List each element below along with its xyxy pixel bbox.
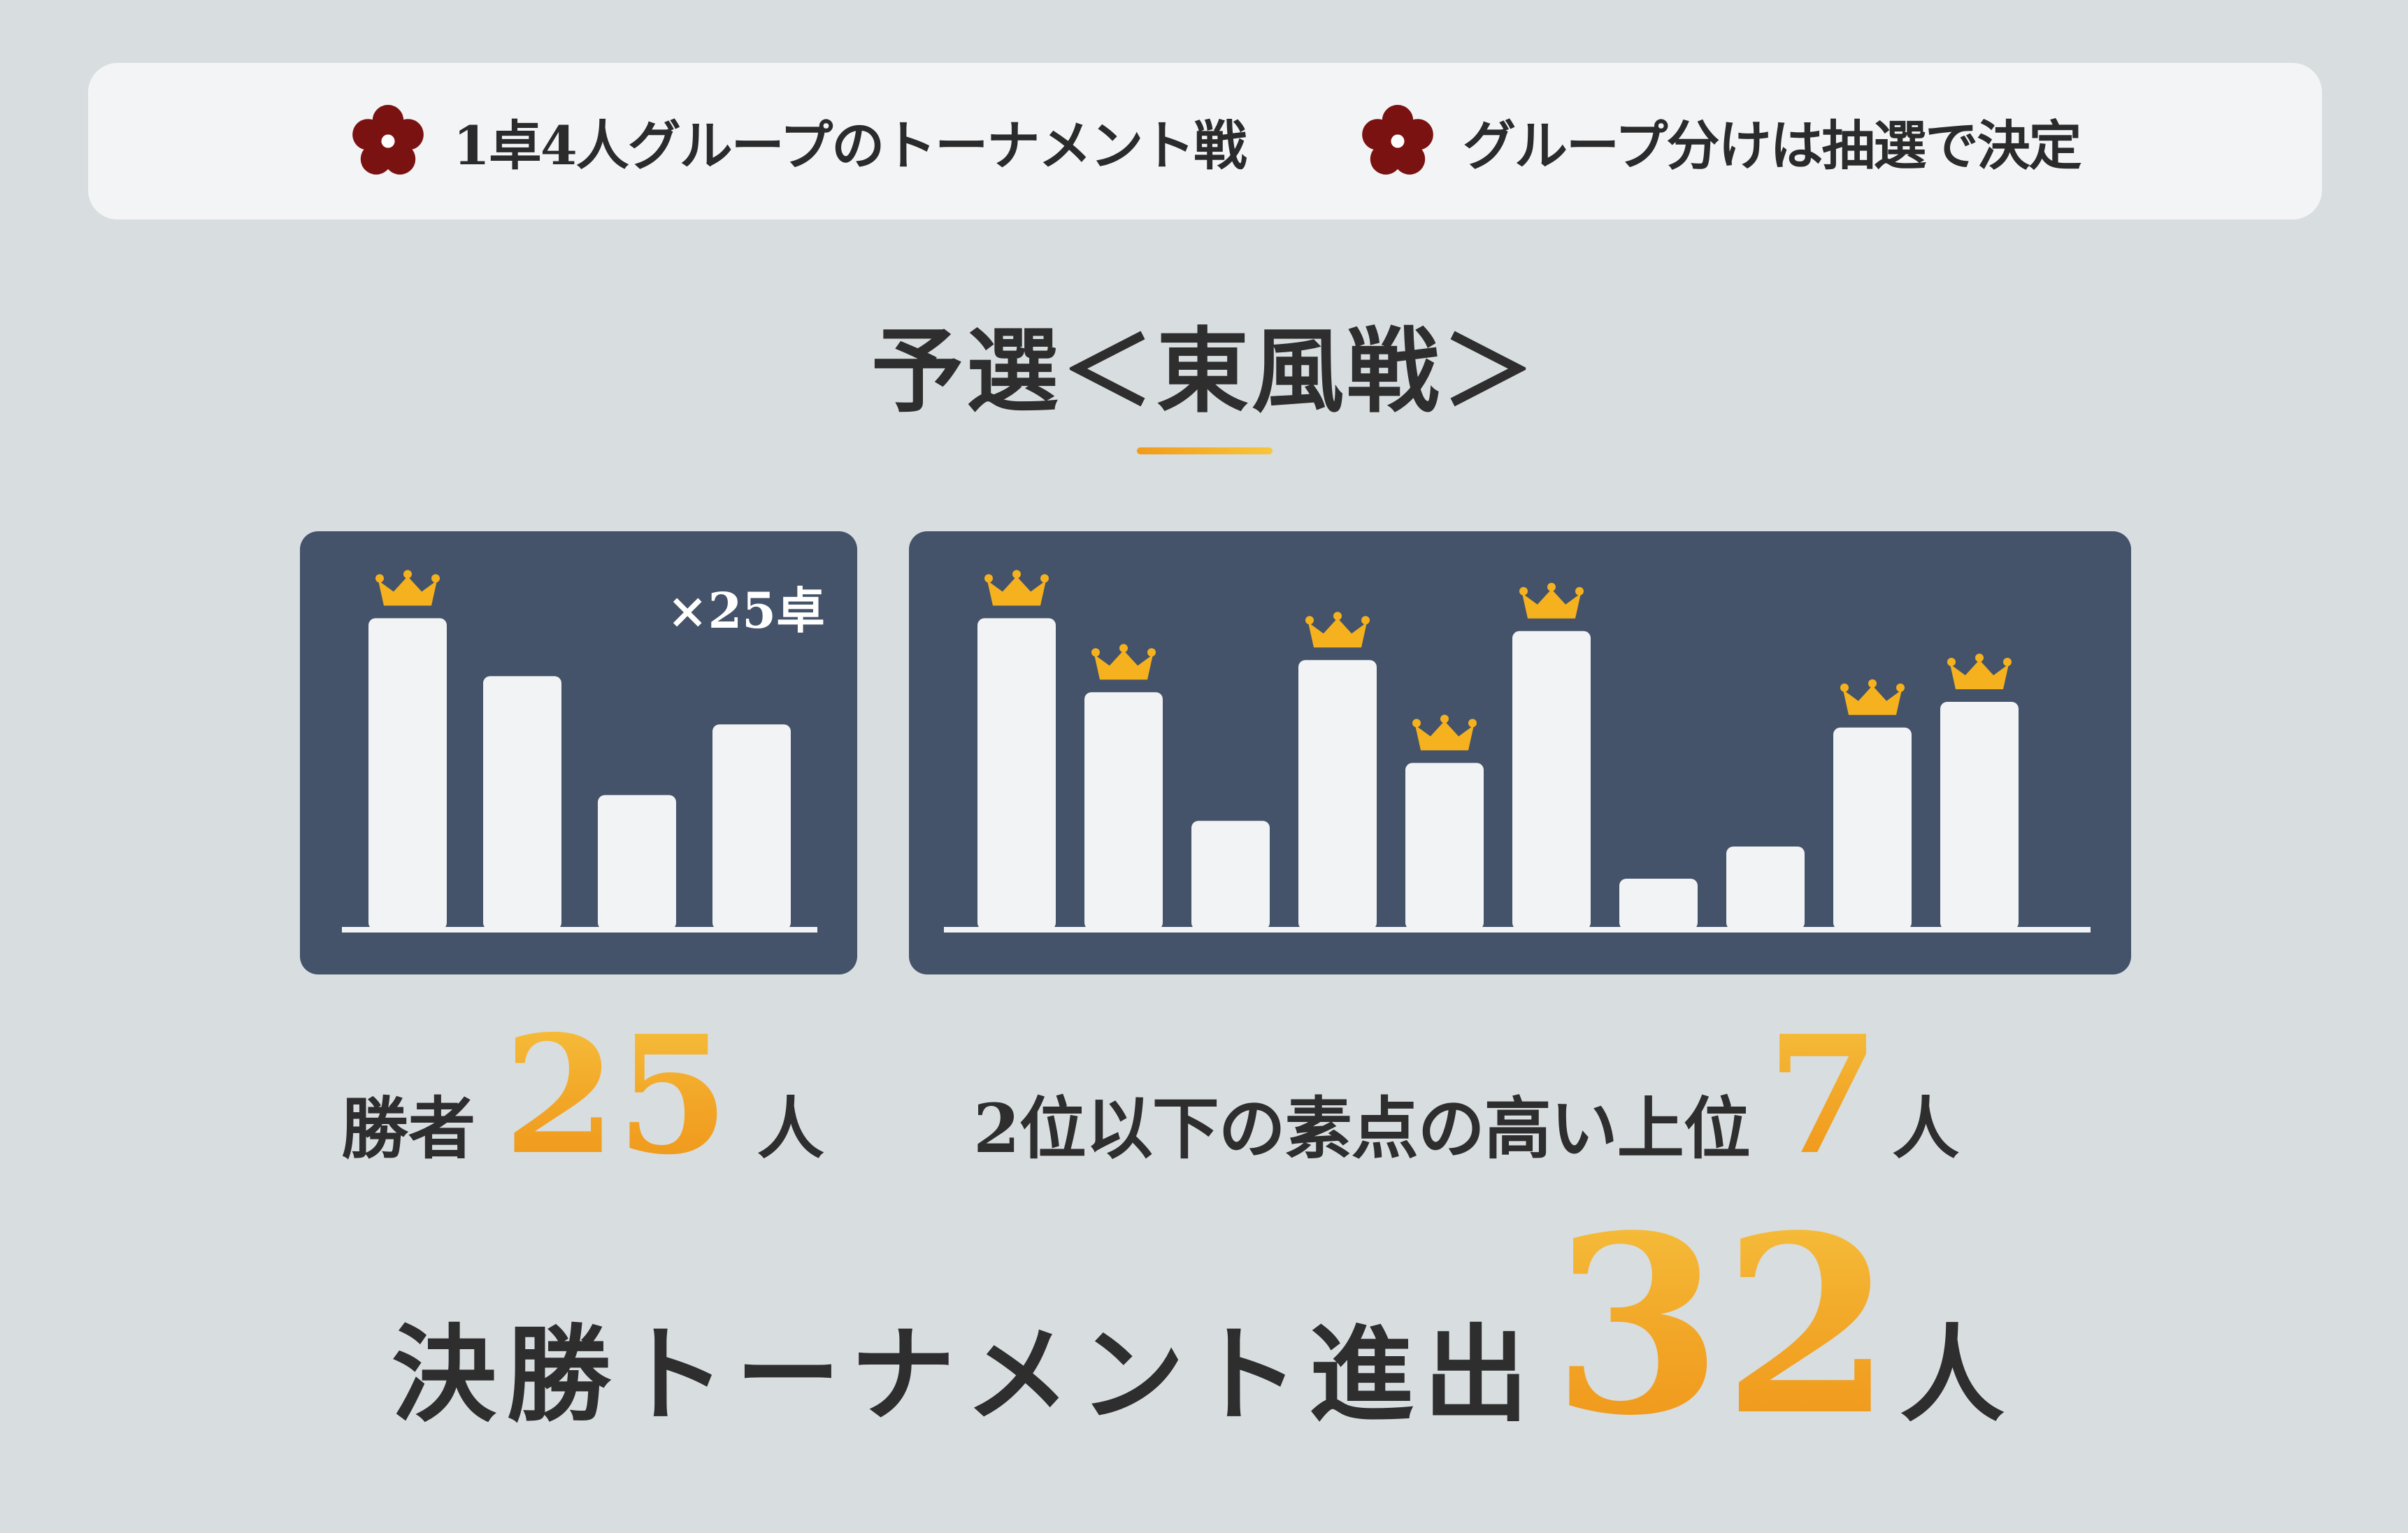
baseline-axis	[944, 927, 2091, 933]
bar	[1405, 763, 1484, 930]
bar	[1298, 660, 1377, 930]
baseline-axis	[342, 927, 817, 933]
plum-blossom-icon	[1362, 105, 1433, 175]
crown-icon	[1412, 714, 1477, 751]
title-underline	[1137, 447, 1273, 454]
table-count-label: ×25卓	[666, 582, 825, 640]
crown-icon	[984, 570, 1049, 606]
bar	[977, 618, 1056, 930]
rule-item: グループ分けは抽選で決定	[1361, 63, 2081, 219]
winner-chart-panel: ×25卓	[300, 531, 857, 974]
rules-banner: 1卓4人グループのトーナメント戦 グループ分けは抽選で決定	[88, 63, 2322, 219]
winners-count: 25	[503, 1000, 729, 1190]
bar	[1940, 702, 2019, 930]
crown-icon	[1091, 644, 1156, 680]
winners-unit: 人	[757, 1089, 824, 1168]
crown-icon	[1305, 612, 1370, 648]
bar	[1084, 692, 1163, 930]
bar	[483, 676, 561, 930]
bar	[1726, 847, 1805, 930]
crown-icon	[1840, 679, 1905, 715]
runner-up-unit: 人	[1892, 1089, 1960, 1168]
runner-up-count: 7	[1766, 1000, 1880, 1190]
winners-label: 勝者	[341, 1089, 475, 1168]
winner-bar-chart	[342, 570, 817, 933]
winners-caption: 勝者 25 人	[341, 1000, 824, 1190]
section-title: 予選＜東風戦＞	[871, 317, 1537, 426]
final-unit: 人	[1900, 1314, 2005, 1437]
plum-blossom-icon	[352, 105, 424, 175]
crown-icon	[375, 570, 440, 606]
rule-text: グループ分けは抽選で決定	[1463, 115, 2081, 177]
rule-text: 1卓4人グループのトーナメント戦	[453, 115, 1247, 177]
runner-up-chart-panel	[909, 531, 2131, 974]
rule-item: 1卓4人グループのトーナメント戦	[351, 63, 1247, 219]
bar	[712, 724, 791, 930]
bar	[1512, 631, 1591, 930]
bar	[1619, 879, 1698, 930]
crown-icon	[1947, 654, 2012, 689]
bar	[1833, 727, 1912, 930]
bar	[1191, 821, 1270, 930]
runner-up-caption: 2位以下の素点の高い上位 7 人	[973, 1000, 1959, 1190]
bar	[598, 795, 676, 930]
bar	[368, 618, 447, 930]
final-label: 決勝トーナメント進出	[392, 1314, 1539, 1437]
runner-up-label: 2位以下の素点の高い上位	[973, 1089, 1751, 1168]
crown-icon	[1519, 582, 1584, 619]
runner-up-bar-chart	[944, 570, 2091, 933]
final-summary: 決勝トーナメント進出32人	[392, 1181, 2005, 1469]
final-count: 32	[1552, 1181, 1893, 1469]
